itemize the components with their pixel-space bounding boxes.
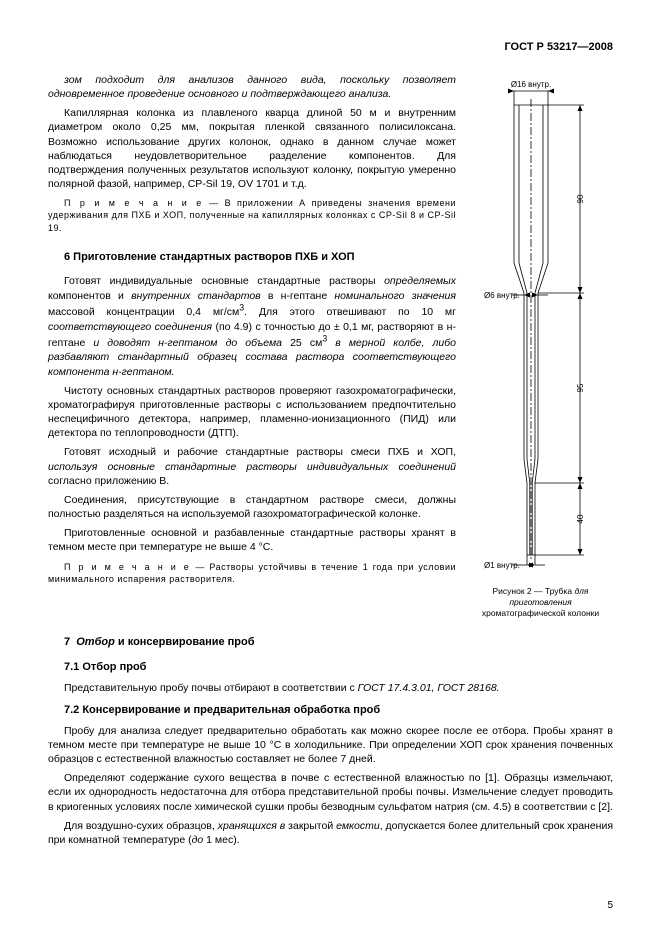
figure-column: Ø16 внутр. Ø6 внутр. Ø1 внутр. 90 95 40 Рисун… [468,73,613,619]
note-2: П р и м е ч а н и е — Растворы устойчивы… [48,561,456,585]
para-7-2b: Определяют содержание сухого вещества в … [48,771,613,814]
svg-text:Ø6 внутр.: Ø6 внутр. [484,291,520,300]
heading-7: 7 Отбор и консервирование проб [48,635,613,650]
heading-6: 6 Приготовление стандартных растворов ПХ… [48,250,456,265]
svg-text:Ø1 внутр.: Ø1 внутр. [484,561,520,570]
para-6a: Готовят индивидуальные основные стандарт… [48,274,456,378]
para-6b: Чистоту основных стандартных растворов п… [48,384,456,441]
svg-text:95: 95 [576,383,585,392]
para-7-2c: Для воздушно-сухих образцов, хранящихся … [48,819,613,847]
note-1: П р и м е ч а н и е — В приложении А при… [48,197,456,233]
doc-header: ГОСТ Р 53217—2008 [48,40,613,55]
para-column-desc: Капиллярная колонка из плавленого кварца… [48,106,456,191]
para-6c: Готовят исходный и рабочие стандартные р… [48,445,456,488]
text-column: зом подходит для анализов данного вида, … [48,73,456,619]
tube-diagram: Ø16 внутр. Ø6 внутр. Ø1 внутр. 90 95 40 [476,73,606,578]
heading-7-1: 7.1 Отбор проб [48,660,613,675]
para-6e: Приготовленные основной и разбавленные с… [48,526,456,554]
para-7-2a: Пробу для анализа следует предварительно… [48,724,613,767]
svg-text:90: 90 [576,194,585,203]
para-6d: Соединения, присутствующие в стандартном… [48,493,456,521]
para-intro: зом подходит для анализов данного вида, … [48,73,456,101]
page-number: 5 [607,899,613,913]
svg-text:Ø16 внутр.: Ø16 внутр. [510,80,550,89]
figure-caption: Рисунок 2 — Трубка для приготовления хро… [468,586,613,619]
section-7: 7 Отбор и консервирование проб 7.1 Отбор… [48,635,613,847]
svg-text:40: 40 [576,514,585,523]
heading-7-2: 7.2 Консервирование и предварительная об… [48,703,613,718]
para-7-1: Представительную пробу почвы отбирают в … [48,681,613,695]
